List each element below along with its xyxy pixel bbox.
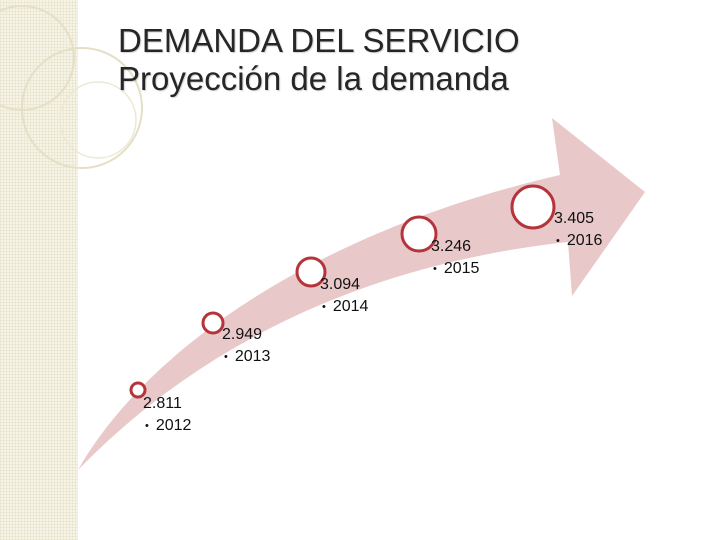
step-year: 2016: [554, 230, 603, 253]
step-marker-2014: [295, 256, 327, 288]
title-line-1: DEMANDA DEL SERVICIO: [118, 22, 520, 59]
step-year: 2013: [222, 346, 271, 369]
step-marker-2012: [129, 381, 147, 399]
step-label-2016: 3.405 2016: [554, 208, 602, 253]
step-year: 2015: [431, 258, 480, 281]
step-label-2015: 3.246 2015: [431, 236, 479, 281]
curved-arrow: [78, 118, 645, 470]
title-line-2: Proyección de la demanda: [118, 60, 509, 97]
step-value: 3.246: [431, 238, 472, 255]
step-year: 2012: [143, 415, 192, 438]
step-value: 2.811: [143, 395, 182, 412]
step-markers: [129, 184, 556, 399]
step-value: 3.094: [320, 276, 361, 293]
page-title: DEMANDA DEL SERVICIO Proyección de la de…: [118, 22, 520, 98]
step-marker-2015: [400, 215, 438, 253]
step-value: 2.949: [222, 326, 263, 343]
step-label-2014: 3.094 2014: [320, 274, 368, 319]
side-texture-strip: [0, 0, 78, 540]
step-value: 3.405: [554, 210, 595, 227]
step-marker-2016: [510, 184, 556, 230]
step-label-2013: 2.949 2013: [222, 324, 270, 369]
step-year: 2014: [320, 296, 369, 319]
step-marker-2013: [201, 311, 225, 335]
step-label-2012: 2.811 2012: [143, 393, 191, 438]
